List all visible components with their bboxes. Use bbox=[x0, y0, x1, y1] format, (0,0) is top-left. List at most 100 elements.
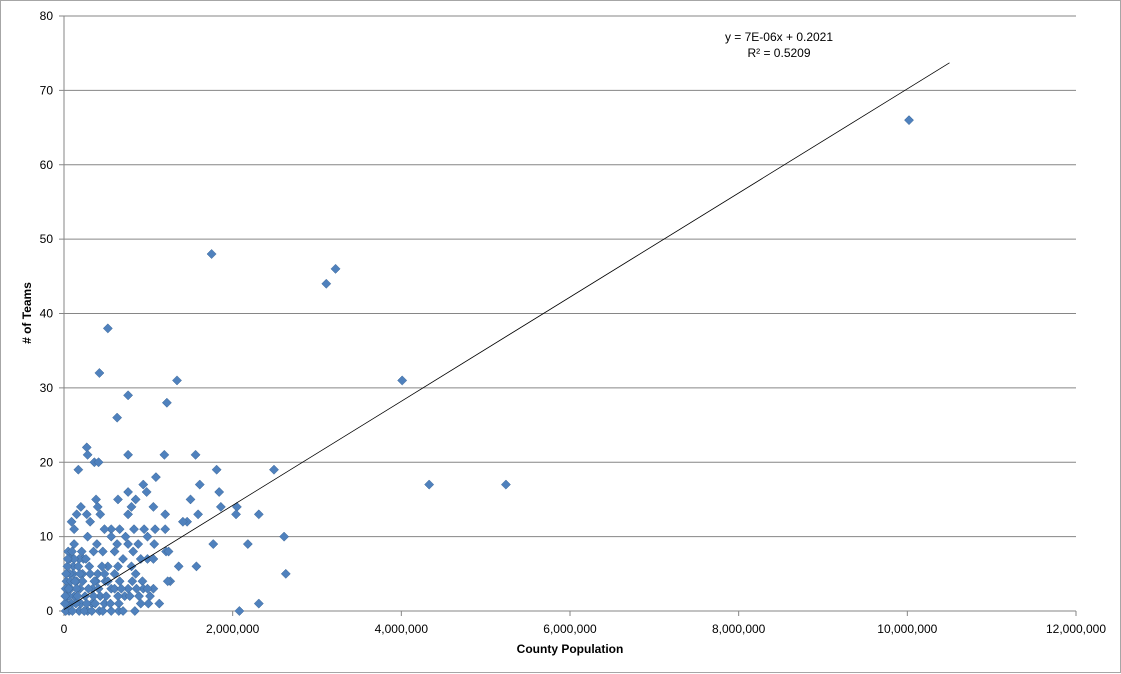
data-point bbox=[106, 606, 117, 616]
y-tick-label: 40 bbox=[40, 307, 54, 321]
data-point bbox=[397, 375, 408, 386]
data-point bbox=[135, 598, 146, 609]
data-point bbox=[123, 487, 134, 497]
y-tick-labels: 0 10 20 30 40 50 60 70 80 bbox=[40, 9, 54, 618]
data-point bbox=[231, 501, 242, 512]
data-point bbox=[75, 568, 85, 579]
data-point bbox=[116, 583, 127, 594]
data-point bbox=[160, 509, 171, 520]
data-point bbox=[143, 598, 154, 609]
data-point bbox=[91, 539, 102, 550]
data-point bbox=[161, 397, 172, 408]
data-point bbox=[70, 598, 81, 609]
data-point bbox=[60, 591, 71, 602]
y-tick-label: 20 bbox=[40, 455, 54, 469]
trendline-equation: y = 7E-06x + 0.2021 bbox=[725, 30, 833, 44]
data-point bbox=[133, 539, 144, 550]
data-point bbox=[109, 583, 120, 594]
data-point bbox=[81, 509, 92, 520]
data-point bbox=[129, 606, 140, 616]
data-point bbox=[177, 516, 188, 527]
data-point bbox=[82, 531, 93, 542]
data-point bbox=[60, 606, 71, 616]
data-point bbox=[112, 412, 123, 423]
data-point bbox=[162, 576, 173, 587]
data-point bbox=[234, 606, 245, 616]
y-tick-label: 10 bbox=[40, 530, 54, 544]
data-point bbox=[138, 479, 149, 490]
data-point bbox=[211, 464, 222, 475]
y-tick-label: 30 bbox=[40, 381, 54, 395]
trendline bbox=[63, 62, 950, 610]
trendline-r-squared: R² = 0.5209 bbox=[747, 46, 810, 60]
data-point bbox=[141, 487, 152, 497]
data-point bbox=[85, 568, 96, 579]
data-point bbox=[424, 479, 435, 490]
data-point bbox=[80, 553, 91, 564]
data-point bbox=[113, 561, 123, 572]
data-point bbox=[99, 568, 110, 579]
data-point bbox=[114, 524, 125, 535]
y-tick-label: 80 bbox=[40, 9, 54, 23]
data-point bbox=[96, 561, 107, 572]
data-point bbox=[88, 546, 99, 557]
data-point bbox=[193, 509, 204, 520]
data-point bbox=[86, 606, 97, 616]
data-points bbox=[59, 115, 914, 616]
data-point bbox=[172, 375, 182, 386]
data-point bbox=[208, 539, 219, 550]
data-point bbox=[59, 598, 70, 609]
trendline-path bbox=[63, 62, 950, 610]
data-point bbox=[106, 531, 117, 542]
data-point bbox=[242, 539, 253, 550]
data-point bbox=[97, 606, 108, 616]
data-point bbox=[95, 509, 106, 520]
data-point bbox=[75, 501, 86, 512]
y-tick-label: 0 bbox=[46, 604, 53, 618]
data-point bbox=[142, 583, 153, 594]
data-point bbox=[131, 583, 142, 594]
data-point bbox=[67, 546, 77, 557]
data-point bbox=[269, 464, 279, 475]
data-point bbox=[102, 576, 113, 587]
data-point bbox=[194, 479, 205, 490]
data-point bbox=[279, 531, 290, 542]
data-point bbox=[97, 546, 108, 557]
data-point bbox=[173, 561, 184, 572]
data-point bbox=[128, 546, 139, 557]
data-point bbox=[150, 472, 161, 483]
data-point bbox=[99, 524, 110, 535]
x-tick-label: 8,000,000 bbox=[712, 622, 766, 636]
data-point bbox=[105, 598, 116, 609]
x-tick-label: 0 bbox=[61, 622, 68, 636]
data-point bbox=[120, 531, 131, 542]
x-tick-labels: 0 2,000,000 4,000,000 6,000,000 8,000,000 10,… bbox=[61, 622, 1107, 636]
data-point bbox=[214, 487, 225, 497]
data-point bbox=[69, 524, 80, 535]
data-point bbox=[135, 553, 146, 564]
data-point bbox=[163, 546, 174, 557]
x-tick-label: 2,000,000 bbox=[206, 622, 260, 636]
data-point bbox=[61, 568, 72, 579]
data-point bbox=[89, 576, 100, 587]
data-point bbox=[118, 553, 128, 564]
data-point bbox=[123, 509, 134, 520]
data-point bbox=[215, 501, 226, 512]
data-point bbox=[90, 598, 101, 609]
data-point bbox=[94, 368, 105, 378]
data-point bbox=[102, 323, 113, 334]
x-tick-label: 4,000,000 bbox=[375, 622, 429, 636]
data-point bbox=[129, 524, 139, 535]
data-point bbox=[101, 591, 112, 602]
y-tick-label: 50 bbox=[40, 232, 54, 246]
data-point bbox=[137, 576, 148, 587]
x-tick-label: 12,000,000 bbox=[1046, 622, 1106, 636]
data-point bbox=[67, 606, 78, 616]
data-point bbox=[91, 494, 102, 505]
data-point bbox=[114, 576, 125, 587]
data-point bbox=[113, 494, 123, 505]
data-point bbox=[190, 449, 201, 460]
data-point bbox=[130, 568, 141, 579]
